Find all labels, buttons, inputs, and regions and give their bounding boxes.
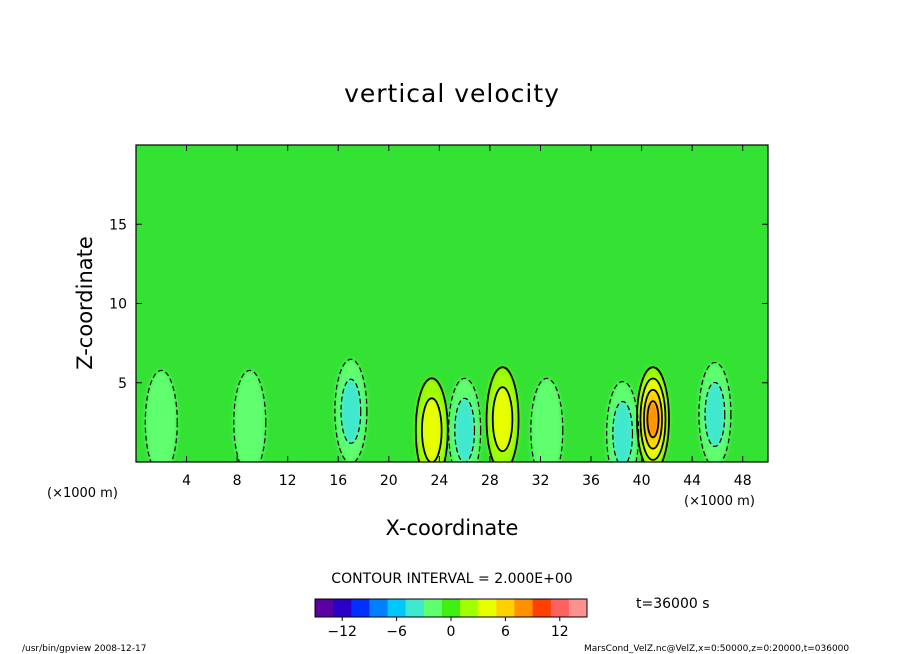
colorbar: −12 −6 0 6 12 [314,598,588,640]
contour-line [639,377,667,461]
x-axis-label: X-coordinate [386,516,519,540]
colorbar-tick-label: 0 [447,624,456,640]
contour-line [704,381,726,448]
contour-interval-label: CONTOUR INTERVAL = 2.000E+00 [331,571,572,587]
x-tick-label: 48 [734,473,752,489]
x-tick-label: 40 [633,473,651,489]
contour-line [334,358,368,462]
downdraft-cell [698,362,731,462]
downdraft-cell [233,370,266,462]
chart-title: vertical velocity [344,79,560,108]
colorbar-swatch [514,599,534,617]
colorbar-swatch [532,599,552,617]
downdraft-cell [530,378,563,462]
x-tick-label: 20 [380,473,398,489]
contour-line [491,386,514,453]
contour-line [448,377,482,462]
colorbar-swatch [405,599,425,617]
x-unit-left: (×1000 m) [47,486,118,501]
colorbar-swatch [441,599,461,617]
contour-line [698,361,732,462]
contour-line [485,366,520,462]
footer-left: /usr/bin/gpview 2008-12-17 [22,644,146,654]
time-label: t=36000 s [636,596,710,612]
colorbar-swatch [387,599,407,617]
colorbar-swatch [568,599,588,617]
x-tick-label: 28 [481,473,499,489]
colorbar-swatch [351,599,370,617]
colorbar-swatch [460,599,479,617]
colorbar-tick-label: 6 [501,624,510,640]
contour-line [530,377,564,462]
colorbar-swatch [423,599,443,617]
colorbar-swatch [478,599,497,617]
contour-line [233,369,267,462]
downdraft-cell [448,378,481,462]
colorbar-swatch [369,599,389,617]
x-unit-right: (×1000 m) [684,494,755,509]
x-tick-label: 8 [233,473,242,489]
colorbar-swatch [333,599,352,617]
contour-line [144,369,178,462]
x-tick-label: 36 [582,473,600,489]
updraft-cell [415,378,448,462]
contour-line [340,378,362,444]
colorbar-tick-label: −12 [327,624,357,640]
x-tick-label: 12 [279,473,297,489]
contour-line [606,380,640,462]
downdraft-cell [606,381,639,462]
colorbar-tick-label: 12 [551,624,569,640]
y-tick-label: 10 [109,297,127,313]
contour-line [643,388,663,450]
footer-right: MarsCond_VelZ.nc@VelZ,x=0:50000,z=0:2000… [584,644,849,654]
colorbar-swatch [496,599,515,617]
x-tick-label: 32 [532,473,550,489]
contour-line [612,400,634,462]
contour-line [646,400,660,439]
colorbar-swatch [315,599,334,617]
x-tick-label: 16 [329,473,347,489]
downdraft-cell [334,359,367,462]
colorbar-swatch [550,599,570,617]
colorbar-tick-label: −6 [386,624,407,640]
x-tick-label: 44 [683,473,701,489]
contour-line [421,397,443,462]
x-tick-label: 4 [182,473,191,489]
contour-line [454,397,476,462]
contour-line [636,366,670,462]
y-tick-label: 5 [118,376,127,392]
y-axis-label: Z-coordinate [73,236,97,370]
x-tick-label: 24 [430,473,448,489]
y-tick-label: 15 [109,217,127,233]
downdraft-cell [145,370,178,462]
contour-line [414,377,449,462]
